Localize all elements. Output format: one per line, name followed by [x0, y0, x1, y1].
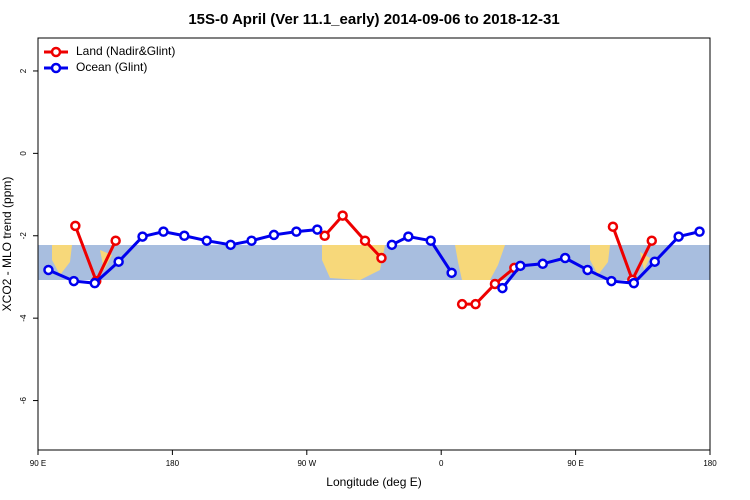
y-tick-label: -6 — [19, 396, 28, 404]
plot-frame — [37, 37, 711, 451]
legend-marker — [50, 46, 62, 58]
point — [376, 252, 387, 264]
series-line — [462, 266, 516, 306]
point — [425, 235, 436, 246]
y-tick-label: -2 — [19, 232, 28, 240]
chart-title: 15S-0 April (Ver 11.1_early) 2014-09-06 … — [188, 11, 559, 28]
y-tick-label: -4 — [19, 314, 28, 322]
point — [606, 275, 617, 287]
legend-label: Land (Nadir&Glint) — [76, 44, 175, 58]
point — [43, 264, 54, 276]
x-axis-label: Longitude (deg E) — [326, 475, 421, 489]
point — [628, 277, 640, 289]
series-line — [391, 235, 453, 274]
point — [246, 235, 257, 246]
point — [673, 231, 684, 242]
point — [225, 239, 236, 251]
point — [312, 224, 323, 235]
y-axis-label: XCO2 - MLO trend (ppm) — [0, 177, 14, 312]
point — [319, 230, 330, 242]
point — [489, 278, 501, 290]
point — [137, 231, 148, 242]
point — [386, 239, 398, 251]
point — [649, 256, 660, 267]
point — [70, 220, 81, 232]
point — [470, 298, 481, 310]
x-tick-label: 180 — [166, 459, 180, 468]
legend-marker — [50, 62, 62, 74]
point — [337, 210, 348, 221]
series-line — [323, 213, 383, 260]
point — [268, 229, 280, 241]
point — [607, 221, 619, 232]
point — [158, 226, 169, 237]
point — [359, 235, 371, 246]
point — [201, 235, 212, 246]
point — [456, 298, 468, 310]
point — [646, 235, 658, 246]
point — [89, 277, 100, 289]
x-tick-label: 90 W — [297, 459, 316, 468]
x-tick-label: 90 E — [30, 459, 46, 468]
point — [68, 275, 80, 287]
y-tick-label: 2 — [19, 68, 28, 73]
legend-label: Ocean (Glint) — [76, 60, 147, 74]
point — [582, 264, 593, 276]
x-tick-label: 0 — [439, 459, 444, 468]
point — [694, 226, 705, 237]
series-line — [501, 230, 700, 290]
x-tick-label: 180 — [703, 459, 717, 468]
point — [110, 235, 121, 246]
point — [291, 226, 302, 237]
point — [515, 260, 526, 272]
point — [537, 258, 548, 270]
point — [446, 267, 457, 279]
point — [403, 231, 414, 242]
x-tick-label: 90 E — [567, 459, 583, 468]
y-tick-label: 0 — [19, 151, 28, 156]
point — [113, 256, 124, 267]
point — [497, 282, 508, 294]
point — [559, 252, 571, 264]
point — [179, 230, 190, 242]
